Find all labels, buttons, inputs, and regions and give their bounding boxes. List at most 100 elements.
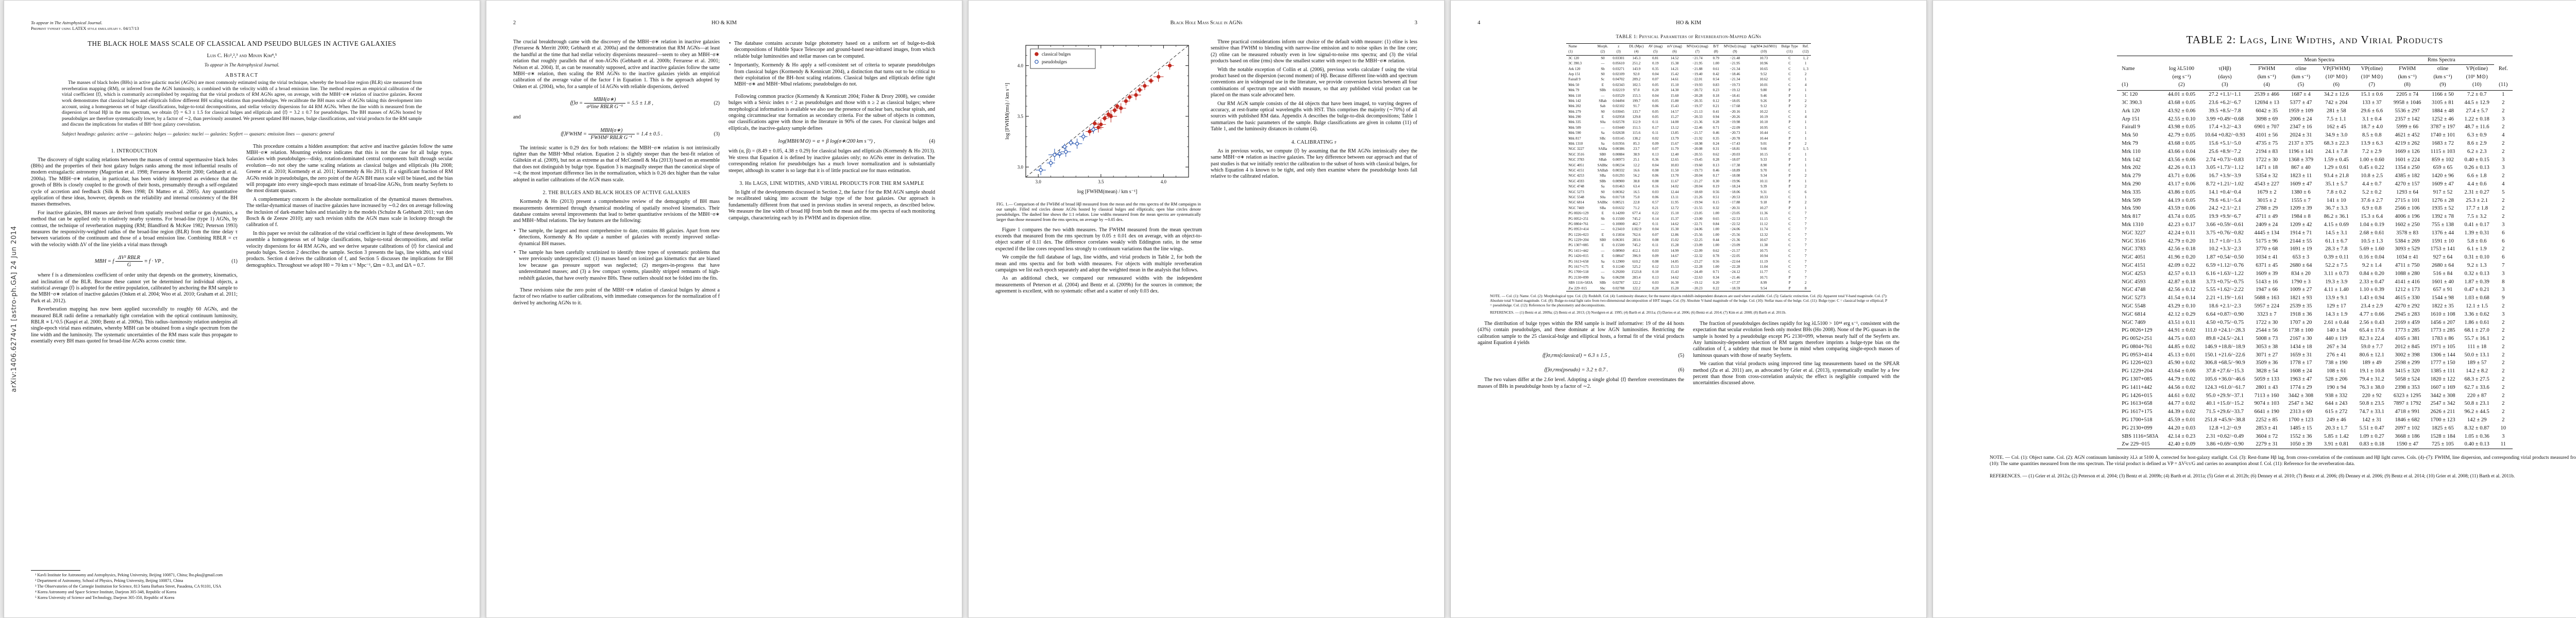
table-cell: 15.43 bbox=[1670, 270, 1679, 274]
table-cell: 96.2 ± 44.5 bbox=[2464, 409, 2489, 415]
table-cell: 43.51 ± 0.11 bbox=[2167, 319, 2195, 325]
table-cell: 10.94 bbox=[1759, 254, 1768, 259]
table-cell: P bbox=[1788, 98, 1791, 103]
table-cell: 0.32 bbox=[1713, 205, 1719, 210]
table-row: Mrk 290 E 0.02958 129.8 0.05 15.27 −20.33 0.94 −… bbox=[1566, 114, 1811, 119]
table-cell: −21.34 bbox=[1730, 77, 1740, 82]
table-cell: −23.05 bbox=[1730, 211, 1740, 216]
equation-body: ⟨f⟩σ,rms(pseudo) = 3.2 ± 0.7 . bbox=[1544, 367, 1608, 373]
table-cell: 0.01718 bbox=[1613, 195, 1625, 199]
table-cell: 0.62 bbox=[1713, 248, 1719, 253]
table-cell: 3.66 +0.59/−0.61 bbox=[2206, 221, 2244, 228]
table-cell: 14.30 bbox=[1670, 88, 1679, 93]
table-cell: PG 1307+085 bbox=[1568, 243, 1589, 248]
section-1-heading: 1. INTRODUCTION bbox=[111, 148, 158, 154]
table-cell: 111.0 +24.1/−28.3 bbox=[2205, 328, 2245, 334]
table-cell: 0.15 bbox=[1713, 200, 1719, 205]
table-cell: 859 ± 102 bbox=[2431, 157, 2454, 163]
table-cell: 1609 ± 47 bbox=[2290, 181, 2312, 187]
table-cell: 42.79 ± 0.05 bbox=[2167, 132, 2196, 139]
table-row: PG 0026+129 E 0.14200 677.4 0.22 15.10 −23.05 1… bbox=[1566, 211, 1811, 216]
table-cell: 1368 ± 379 bbox=[2288, 157, 2314, 163]
table-cell: 140 ± 34 bbox=[2327, 328, 2346, 334]
table-cell: 7.2 ± 0.7 bbox=[2467, 92, 2487, 98]
table-cell: 19.3 ± 3.9 bbox=[2325, 279, 2348, 285]
table-cell: PG 1700+518 bbox=[2122, 417, 2153, 423]
table-cell: 1601 ± 224 bbox=[2395, 157, 2420, 163]
table-cell: −21.27 bbox=[1692, 179, 1703, 183]
table-cell: 1 bbox=[1805, 109, 1807, 114]
page-1-columns: 1. INTRODUCTION The discovery of tight s… bbox=[31, 144, 453, 601]
table-cell: 12.72 bbox=[1670, 205, 1679, 210]
table-cell: 48.7 ± 11.6 bbox=[2464, 124, 2489, 130]
table-cell: −21.74 bbox=[1692, 56, 1703, 60]
table-cell: NGC 3227 bbox=[2122, 230, 2146, 236]
table-cell: 15.3 ± 6.4 bbox=[2361, 214, 2383, 220]
table-cell: −21.34 bbox=[1730, 66, 1740, 71]
table-row: PG 1226+023 45.90 ± 0.02 306.8 +68.5/−90.9… bbox=[2117, 359, 2512, 367]
table-row: Mrk 202 Sab 0.02102 91.7 0.06 15.43 −19.37 0.21… bbox=[1566, 104, 1811, 109]
table-cell: 45.59 ± 0.01 bbox=[2167, 417, 2196, 423]
table-cell: 267 ± 34 bbox=[2327, 344, 2346, 350]
table-cell: 18.7 ± 4.0 bbox=[2361, 124, 2383, 130]
table-cell: 2 bbox=[2502, 140, 2505, 146]
table-cell: 440 ± 119 bbox=[2325, 336, 2348, 342]
table-cell: 1774 ± 29 bbox=[2290, 384, 2312, 390]
table-cell: 11.74 bbox=[1759, 227, 1768, 232]
table-row: NGC 5273 S0 0.00362 16.5 0.03 12.44 −18.69 0.56… bbox=[1566, 190, 1811, 195]
table-cell: 0.09 bbox=[1652, 142, 1659, 146]
table-cell: 43.56 ± 0.06 bbox=[2167, 157, 2196, 163]
equation-number: (2) bbox=[714, 100, 720, 107]
table-cell: 13.9 ± 6.3 bbox=[2361, 140, 2383, 146]
table-cell: 23.6 +6.2/−6.7 bbox=[2209, 99, 2241, 106]
table-cell: 10.83 bbox=[1670, 163, 1679, 167]
table-1-header-row: Name Morph. z DL (Mpc) AV (mag) mV (mag) MV(to… bbox=[1566, 44, 1811, 49]
bullet-item: The sample, the largest and most compreh… bbox=[513, 228, 720, 247]
table-cell: 129 ± 17 bbox=[2327, 303, 2346, 309]
table-cell: 14.00 bbox=[1670, 120, 1679, 125]
table-cell: 1884 ± 48 bbox=[2431, 108, 2454, 114]
table-cell: 0.00521 bbox=[1613, 200, 1625, 205]
table-cell: 15.10 bbox=[1670, 82, 1679, 87]
table-cell: 0.08 bbox=[1652, 179, 1659, 183]
table-cell: 1354 ± 250 bbox=[2395, 165, 2420, 171]
table-cell: 5.2 ± 0.2 bbox=[2362, 189, 2382, 195]
table-row: NGC 4151 42.09 ± 0.22 6.59 +1.12/−0.76 6371… bbox=[2117, 262, 2512, 270]
table-cell: 12694 ± 13 bbox=[2254, 99, 2279, 106]
intro-paragraphs-right: This procedure contains a hidden assumpt… bbox=[246, 144, 453, 271]
table-cell: 220 ± 92 bbox=[2362, 392, 2382, 399]
table-cell: 1590 ± 47 bbox=[2396, 441, 2419, 448]
table-cell: C bbox=[1788, 238, 1791, 243]
table-cell: 8.72 +1.21/−1.02 bbox=[2206, 181, 2244, 187]
page-number: 4 bbox=[1478, 20, 1481, 26]
table-cell: 11.38 bbox=[1759, 243, 1768, 248]
table-header-cell: DL (Mpc) bbox=[1629, 44, 1644, 48]
table-cell: 2012 ± 845 bbox=[2395, 344, 2420, 350]
paragraph-group: As in previous works, we compute ⟨f⟩ by … bbox=[1211, 148, 1417, 182]
table-header-cell: Ref. bbox=[2498, 65, 2508, 72]
table-cell: 6 bbox=[2502, 230, 2505, 236]
table-cell: E bbox=[1601, 243, 1604, 248]
table-cell: −22.52 bbox=[1730, 221, 1740, 226]
table-cell: 0.04 bbox=[1652, 163, 1659, 167]
table-header-cell: Ref. bbox=[1802, 44, 1809, 48]
table-cell: 2357 ± 142 bbox=[2395, 116, 2420, 122]
table-cell: 2137 ± 375 bbox=[2288, 140, 2314, 146]
table-cell: 13.12 bbox=[1670, 125, 1679, 130]
body-paragraph: with (α, β) = (8.49 ± 0.05, 4.38 ± 0.29)… bbox=[728, 148, 935, 174]
table-cell: 34.2 ± 12.6 bbox=[2324, 92, 2349, 98]
table-cell: 1918 ± 36 bbox=[2290, 311, 2312, 317]
footnote: ⁴ Korea Astronomy and Space Science Inst… bbox=[35, 589, 177, 594]
table-cell: 1773 ± 285 bbox=[2395, 328, 2420, 334]
table-cell: NGC 5273 bbox=[1568, 190, 1584, 194]
table-cell: 14.67 bbox=[1670, 254, 1679, 259]
table-cell: C bbox=[1788, 152, 1791, 157]
table-cell: 0.14200 bbox=[1613, 211, 1625, 216]
equation-5: ⟨f⟩σ,rms(classical) = 6.3 ± 1.5 , (5) bbox=[1478, 352, 1684, 359]
table-2: Mean Spectra Rms Spectra Name log λL5100 τ… bbox=[2117, 56, 2513, 450]
table-cell: PG 2130+099 bbox=[1568, 275, 1589, 280]
table-cell: Mrk 110 bbox=[2122, 148, 2141, 154]
table-cell: 1738 ± 100 bbox=[2288, 328, 2314, 334]
table-cell: 0.79 bbox=[1713, 56, 1719, 60]
